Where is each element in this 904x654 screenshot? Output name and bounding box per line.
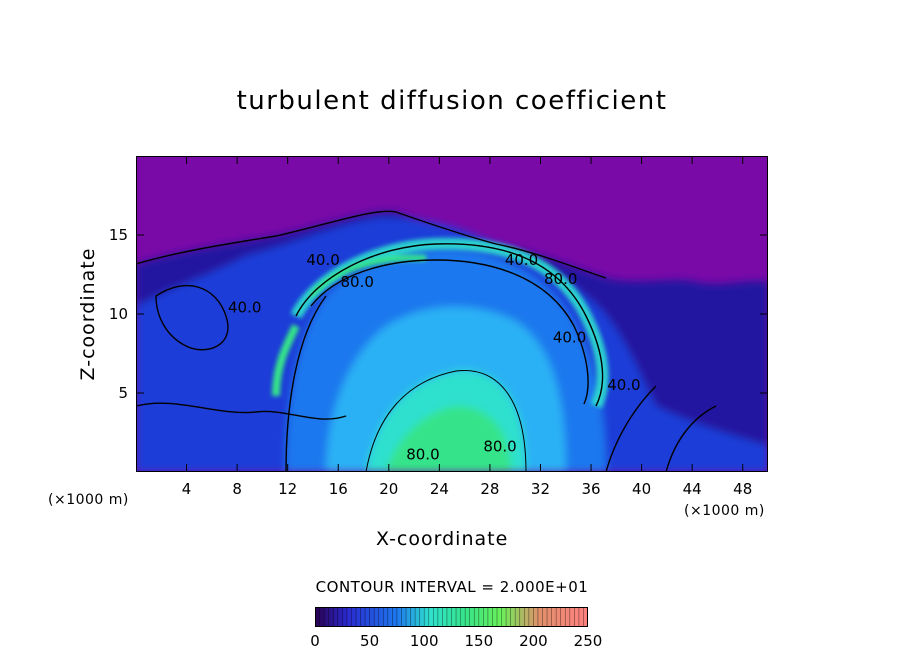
plot-area: 40.0 80.0 40.0 40.0 80.0 40.0 40.0 80.0 80.0 <box>136 156 768 472</box>
colorbar-tick-label: 100 <box>409 632 439 650</box>
x-axis-label: X-coordinate <box>376 528 509 550</box>
y-axis-unit: (×1000 m) <box>684 503 765 519</box>
colorbar-tick-label: 250 <box>573 632 603 650</box>
contour-label: 40.0 <box>228 298 261 316</box>
x-tick-label: 8 <box>232 480 242 498</box>
x-tick-label: 48 <box>733 480 753 498</box>
contour-lines <box>136 210 717 472</box>
y-tick-label: 5 <box>118 384 128 402</box>
x-tick-label: 36 <box>581 480 601 498</box>
contour-line <box>285 295 327 472</box>
contour-label: 40.0 <box>505 251 538 269</box>
x-tick-label: 32 <box>530 480 551 498</box>
x-tick-label: 28 <box>480 480 500 498</box>
contour-label: 40.0 <box>306 251 339 269</box>
field-colors <box>136 211 768 472</box>
arc-high-2 <box>308 254 427 298</box>
contour-label: 80.0 <box>406 445 439 463</box>
colorbar-tick-label: 50 <box>360 632 380 650</box>
x-axis-unit: (×1000 m) <box>48 492 129 508</box>
x-tick-label: 4 <box>181 480 192 498</box>
y-axis-label: Z-coordinate <box>77 247 99 381</box>
x-tick-label: 44 <box>682 480 702 498</box>
x-tick-label: 20 <box>379 480 399 498</box>
chart-title: turbulent diffusion coefficient <box>236 86 668 116</box>
contour-line <box>605 385 657 472</box>
contour-line <box>136 402 347 420</box>
contour-label: 40.0 <box>607 376 640 394</box>
field-region <box>386 406 511 472</box>
contour-labels: 40.080.040.040.080.040.040.080.0 80.0 <box>228 251 641 463</box>
axis-ticks <box>136 156 768 472</box>
contour-label: 80.0 <box>544 270 577 288</box>
x-tick-label: 16 <box>328 480 348 498</box>
contour-line <box>665 405 717 472</box>
contour-line <box>365 369 527 472</box>
column-high <box>272 324 300 397</box>
colorbar <box>315 607 588 627</box>
x-tick-label: 12 <box>278 480 298 498</box>
contour-label: 80.0 <box>483 437 516 455</box>
colorbar-svg <box>315 607 588 627</box>
contour-label: 80.0 <box>340 273 373 291</box>
colorbar-tick-label: 200 <box>519 632 548 650</box>
contour-line <box>136 210 607 279</box>
heatmap-plot: 40.080.040.040.080.040.040.080.0 80.0 <box>136 156 768 472</box>
contour-label: 40.0 <box>553 328 586 346</box>
y-tick-label: 10 <box>108 305 128 323</box>
y-tick-label: 15 <box>108 226 128 244</box>
x-tick-label: 24 <box>429 480 449 498</box>
x-tick-label: 40 <box>632 480 652 498</box>
colorbar-tick-label: 0 <box>310 632 320 650</box>
contour-interval-text: CONTOUR INTERVAL = 2.000E+01 <box>315 578 589 596</box>
contour-line <box>155 285 229 351</box>
contour-line <box>295 243 604 407</box>
colorbar-tick-label: 150 <box>464 632 494 650</box>
contour-line <box>310 259 589 405</box>
